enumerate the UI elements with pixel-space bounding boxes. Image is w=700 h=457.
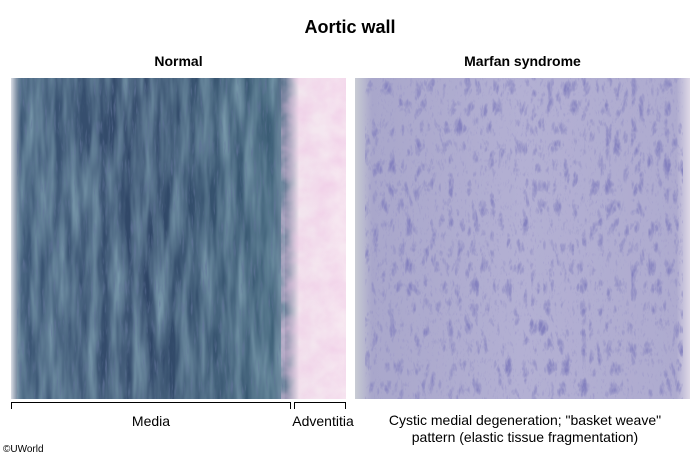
copyright-notice: ©UWorld (3, 444, 44, 455)
marfan-caption-line-1: Cystic medial degeneration; "basket weav… (388, 412, 662, 428)
adventitia-bracket (294, 402, 346, 409)
media-bracket (11, 402, 291, 409)
normal-aorta-micrograph (11, 78, 346, 399)
marfan-caption-line-2: pattern (elastic tissue fragmentation) (411, 429, 639, 445)
normal-panel-label: Normal (154, 53, 203, 69)
figure-title: Aortic wall (304, 17, 396, 37)
media-caption: Media (131, 413, 171, 429)
marfan-aorta-micrograph (355, 78, 690, 399)
marfan-caption: Cystic medial degeneration; "basket weav… (360, 412, 690, 446)
marfan-panel-label: Marfan syndrome (464, 53, 581, 69)
adventitia-caption: Adventitia (292, 413, 354, 429)
